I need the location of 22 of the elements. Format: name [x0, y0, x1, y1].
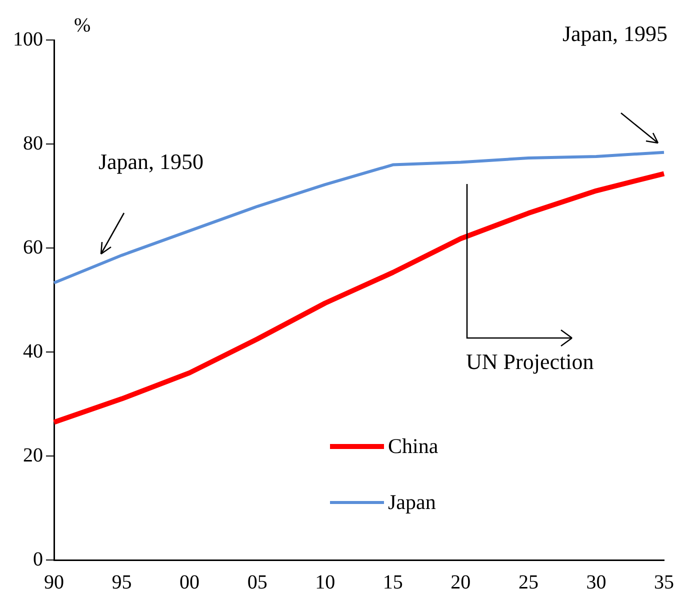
annotation: Japan, 1950 [97, 148, 205, 175]
annotation: Japan, 1995 [561, 20, 669, 47]
x-tick-label: 90 [44, 571, 64, 594]
x-tick-label: 25 [518, 571, 538, 594]
x-tick-label: 35 [654, 571, 674, 594]
x-tick-label: 20 [450, 571, 471, 594]
legend-label: China [388, 434, 438, 458]
x-tick-label: 10 [315, 571, 336, 594]
y-tick-label: 20 [23, 444, 43, 466]
x-tick-label: 00 [180, 571, 200, 594]
y-tick-label: 60 [23, 236, 43, 258]
y-tick-label: 100 [13, 28, 43, 50]
x-tick-label: 95 [112, 571, 132, 594]
x-tick-label: 30 [586, 571, 606, 594]
annotation: UN Projection [466, 348, 595, 375]
x-tick-label: 15 [382, 571, 403, 594]
x-tick-label: 05 [247, 571, 268, 594]
y-tick-label: 40 [23, 340, 43, 362]
y-axis-title: % [74, 14, 91, 36]
y-tick-label: 80 [23, 132, 43, 154]
legend-label: Japan [388, 490, 436, 514]
y-tick-label: 0 [33, 548, 43, 570]
